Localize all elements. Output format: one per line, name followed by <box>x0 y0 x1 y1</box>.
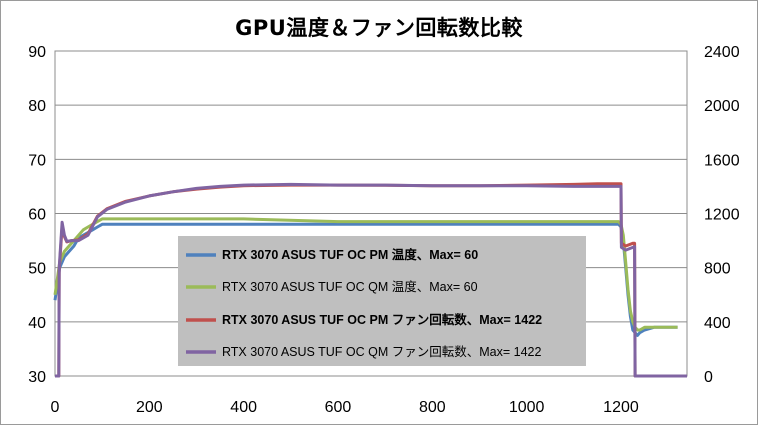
x-tick-label: 0 <box>51 399 60 416</box>
y-left-tick-label: 40 <box>28 315 46 332</box>
legend-label: RTX 3070 ASUS TUF OC QM ファン回転数、Max= 1422 <box>222 344 541 359</box>
legend-label: RTX 3070 ASUS TUF OC QM 温度、Max= 60 <box>222 279 478 294</box>
plot-area-border <box>54 50 688 377</box>
x-tick-label: 800 <box>419 399 446 416</box>
x-tick-label: 600 <box>325 399 352 416</box>
x-tick-label: 200 <box>136 399 163 416</box>
legend-box <box>178 236 586 366</box>
y-right-tick-label: 1600 <box>704 152 740 169</box>
y-left-tick-label: 80 <box>28 98 46 115</box>
y-left-tick-label: 50 <box>28 261 46 278</box>
axis-labels: 30 40 50 60 70 80 90 0 400 800 1200 1600 2000 2400 0 20… <box>28 44 739 416</box>
legend-label: RTX 3070 ASUS TUF OC PM 温度、Max= 60 <box>222 247 478 262</box>
x-tick-label: 1200 <box>603 399 639 416</box>
x-tick-label: 400 <box>230 399 257 416</box>
y-right-tick-label: 2400 <box>704 44 740 61</box>
y-right-tick-label: 400 <box>704 315 731 332</box>
y-right-tick-label: 0 <box>704 369 713 386</box>
x-tick-label: 1000 <box>509 399 545 416</box>
y-right-tick-label: 800 <box>704 261 731 278</box>
series-line-4 <box>55 182 687 378</box>
y-right-tick-label: 1200 <box>704 207 740 224</box>
y-left-tick-label: 30 <box>28 369 46 386</box>
y-left-tick-label: 90 <box>28 44 46 61</box>
legend: RTX 3070 ASUS TUF OC PM 温度、Max= 60 RTX 30… <box>178 236 586 366</box>
legend-label: RTX 3070 ASUS TUF OC PM ファン回転数、Max= 1422 <box>222 312 542 327</box>
chart-title: GPU温度＆ファン回転数比較 <box>235 16 523 40</box>
series-layer <box>53 182 687 378</box>
plot-area <box>54 50 688 377</box>
y-left-tick-label: 60 <box>28 207 46 224</box>
y-right-tick-label: 2000 <box>704 98 740 115</box>
y-left-tick-label: 70 <box>28 152 46 169</box>
